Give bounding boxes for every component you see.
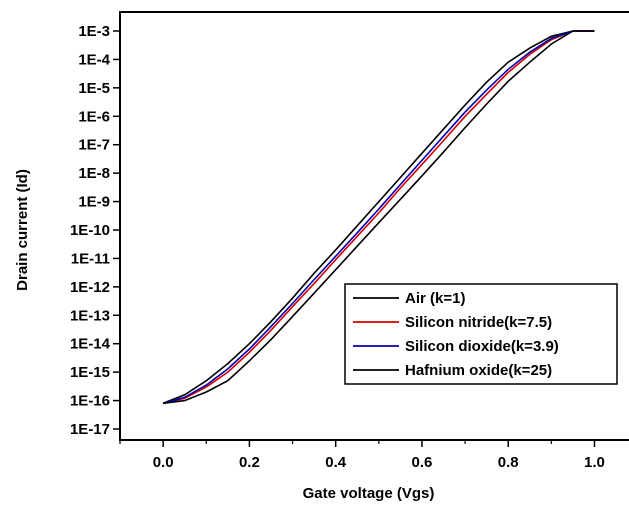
series-line-1 (162, 30, 595, 405)
legend-label-1: Air (k=1) (405, 290, 465, 307)
y-tick-label: 1E-13 (70, 307, 110, 324)
x-axis-ticks: 0.0 0.2 0.4 0.6 0.8 1.0 (119, 440, 605, 471)
series-line-3 (162, 30, 595, 405)
y-tick-label: 1E-6 (78, 108, 110, 125)
y-tick-label: 1E-15 (70, 364, 110, 381)
y-tick-label: 1E-17 (70, 421, 110, 438)
legend-box (344, 283, 618, 385)
y-tick-label: 1E-12 (70, 279, 110, 296)
legend: Air (k=1) Silicon nitride(k=7.5) Silicon d… (344, 283, 618, 385)
y-tick-label: 1E-4 (78, 51, 110, 68)
x-tick-label: 0.8 (498, 454, 519, 471)
x-tick-label: 0.6 (412, 454, 433, 471)
x-tick-label: 0.4 (325, 454, 347, 471)
x-tick-label: 0.0 (153, 454, 174, 471)
series-line-2 (162, 30, 595, 405)
series-layer (162, 30, 595, 405)
legend-label-2: Silicon nitride(k=7.5) (405, 314, 552, 331)
y-tick-label: 1E-7 (78, 137, 110, 154)
y-tick-label: 1E-11 (71, 250, 110, 267)
y-tick-label: 1E-5 (78, 80, 110, 97)
y-axis-ticks: 1E-17 1E-16 1E-15 1E-14 1E-13 1E-12 1E-11 1E-10… (70, 23, 120, 438)
y-tick-label: 1E-8 (78, 165, 110, 182)
y-tick-label: 1E-9 (78, 194, 110, 211)
y-tick-label: 1E-14 (70, 336, 111, 353)
y-axis-title: Drain current (Id) (14, 169, 31, 291)
series-line-4 (163, 30, 595, 405)
x-tick-label: 1.0 (584, 454, 605, 471)
x-axis-title: Gate voltage (Vgs) (303, 485, 435, 502)
y-tick-label: 1E-3 (78, 23, 110, 40)
legend-label-3: Silicon dioxide(k=3.9) (405, 338, 559, 355)
legend-label-4: Hafnium oxide(k=25) (405, 362, 552, 379)
x-tick-label: 0.2 (239, 454, 260, 471)
plot-frame (119, 11, 629, 441)
y-tick-label: 1E-16 (70, 393, 110, 410)
y-tick-label: 1E-10 (70, 222, 110, 239)
